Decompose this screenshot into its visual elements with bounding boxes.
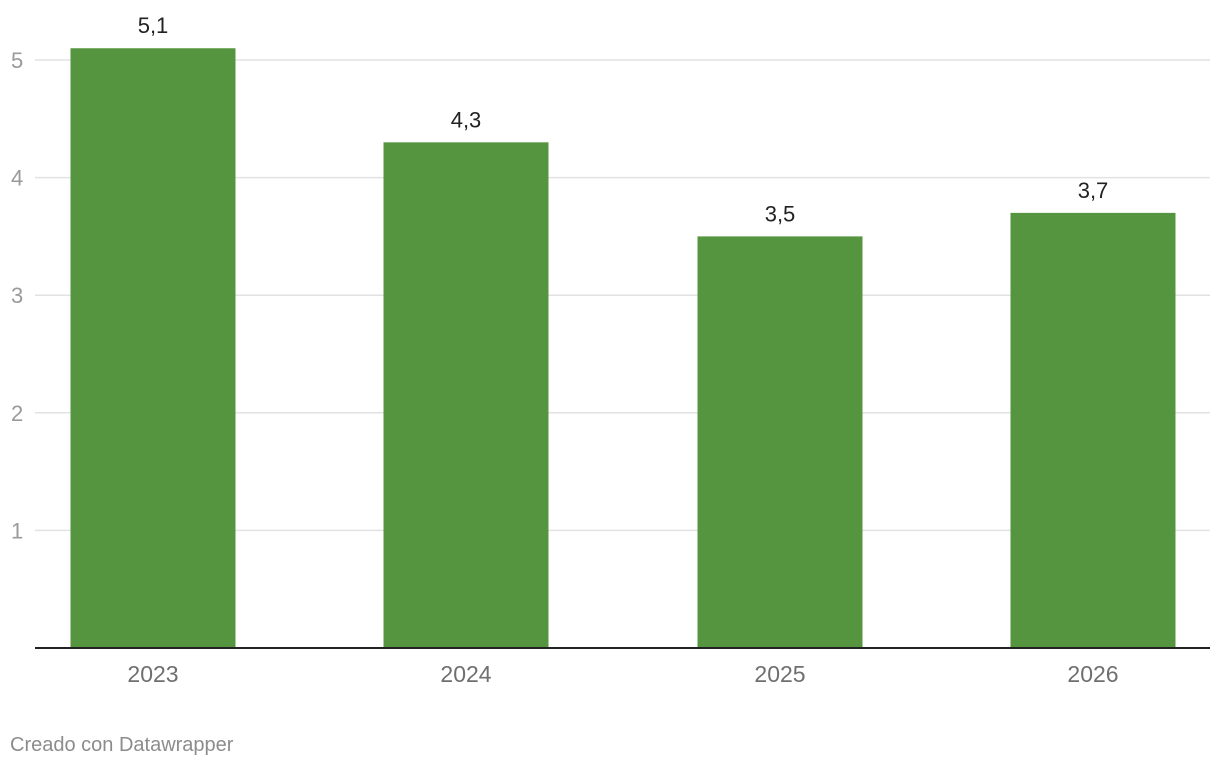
bar-chart: 1 2 3 4 5 5,1 4,3 3,5 3,7 2023 2024 2025 2026 <box>11 13 1210 687</box>
bar-2025 <box>697 236 863 648</box>
x-tick-label: 2026 <box>1067 661 1118 687</box>
x-tick-label: 2024 <box>440 661 491 687</box>
y-tick-label: 1 <box>11 518 23 543</box>
value-label: 4,3 <box>451 107 482 132</box>
x-tick-label: 2025 <box>754 661 805 687</box>
x-tick-label: 2023 <box>127 661 178 687</box>
y-axis-ticks: 1 2 3 4 5 <box>11 48 23 543</box>
x-axis-ticks: 2023 2024 2025 2026 <box>127 661 1118 687</box>
credit-text: Creado con Datawrapper <box>10 734 234 756</box>
value-label: 3,5 <box>765 201 796 226</box>
value-label: 3,7 <box>1078 178 1109 203</box>
y-tick-label: 5 <box>11 48 23 73</box>
bar-2023 <box>70 48 236 649</box>
bars <box>70 48 1176 649</box>
y-tick-label: 4 <box>11 166 23 191</box>
bar-2024 <box>383 142 549 648</box>
y-tick-label: 2 <box>11 401 23 426</box>
bar-2026 <box>1010 212 1176 648</box>
value-labels: 5,1 4,3 3,5 3,7 <box>138 13 1109 226</box>
value-label: 5,1 <box>138 13 169 38</box>
y-tick-label: 3 <box>11 283 23 308</box>
